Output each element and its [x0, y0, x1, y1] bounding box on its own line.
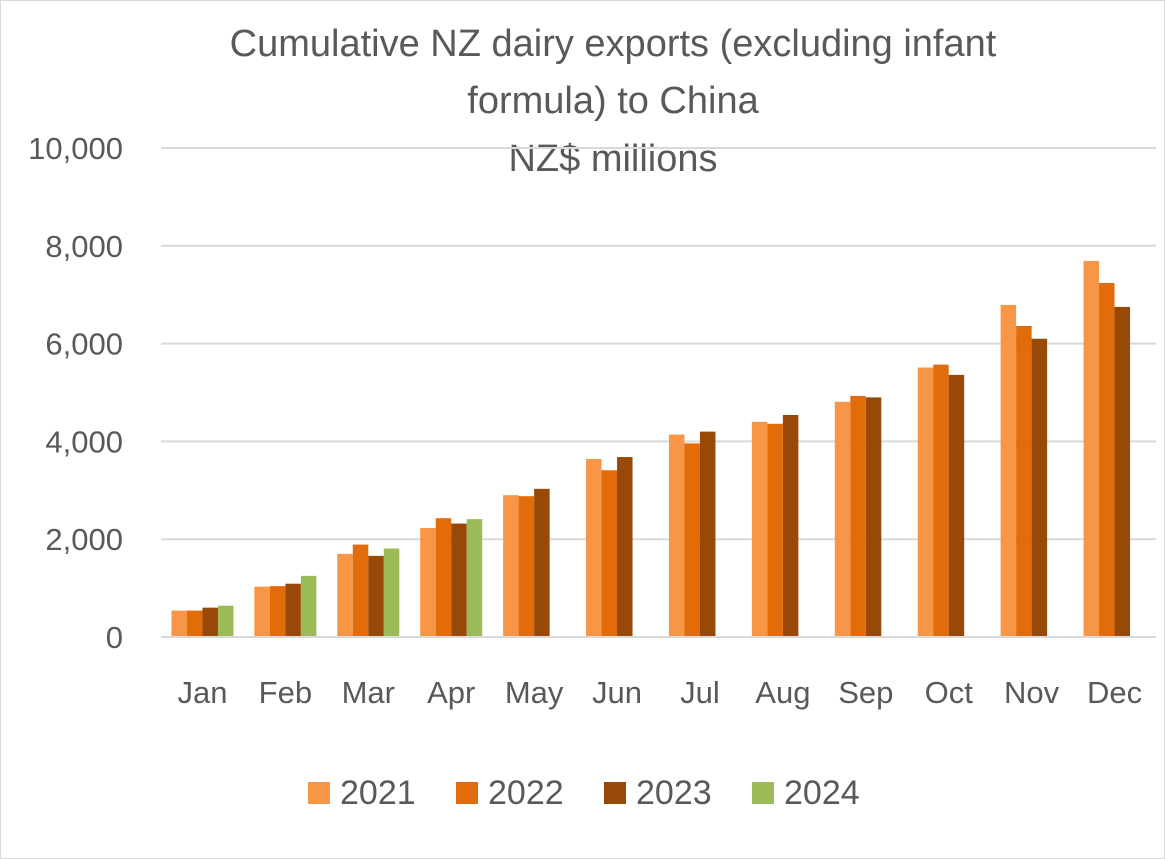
bar-2022-nov: [1016, 325, 1032, 637]
bar-2022-feb: [269, 586, 286, 637]
bar-2021-may: [503, 495, 519, 637]
x-category-label: Dec: [1087, 675, 1142, 710]
x-category-label: Jul: [680, 675, 720, 710]
chart-title-line-3: NZ$ millions: [508, 138, 717, 180]
bar-2021-jan: [171, 610, 187, 637]
legend-swatch-2023: [604, 782, 626, 804]
chart-title: Cumulative NZ dairy exports (excluding i…: [230, 23, 997, 180]
bar-2021-dec: [1083, 260, 1100, 637]
legend-swatch-2022: [456, 782, 478, 804]
y-tick-label: 2,000: [45, 522, 123, 557]
x-category-label: Aug: [755, 675, 810, 710]
y-tick-label: 8,000: [45, 229, 123, 264]
bar-2022-apr: [435, 518, 452, 637]
bar-2023-feb: [285, 583, 301, 637]
bar-2023-may: [534, 488, 550, 637]
bars: [171, 260, 1131, 637]
legend-label-2024: 2024: [784, 774, 860, 812]
x-axis-category-labels: Jan Feb Mar Apr May Jun Jul Aug Sep Oct Nov Dec: [177, 675, 1142, 710]
chart-title-line-1: Cumulative NZ dairy exports (excluding i…: [230, 23, 997, 65]
bar-2021-mar: [337, 553, 353, 637]
bar-2022-jan: [186, 610, 203, 637]
bar-2022-may: [518, 496, 535, 637]
x-category-label: Sep: [838, 675, 893, 710]
y-tick-label: 6,000: [45, 327, 123, 362]
bar-2023-oct: [948, 374, 965, 637]
bar-2024-feb: [300, 575, 317, 637]
chart-title-line-2: formula) to China: [467, 80, 759, 122]
bar-2021-aug: [751, 421, 768, 637]
bar-2022-jun: [601, 470, 618, 637]
bar-2021-apr: [420, 527, 436, 637]
bar-2024-mar: [383, 548, 400, 637]
bar-2023-aug: [782, 414, 799, 637]
bar-2023-dec: [1114, 306, 1131, 637]
x-category-label: Oct: [925, 675, 974, 710]
y-tick-label: 4,000: [45, 424, 123, 459]
legend-label-2021: 2021: [340, 774, 416, 812]
bar-2022-jul: [684, 443, 700, 637]
bar-2024-apr: [466, 519, 483, 637]
gridlines: [161, 147, 1156, 541]
y-tick-label: 10,000: [28, 131, 123, 166]
x-category-label: Nov: [1004, 675, 1060, 710]
bar-2022-dec: [1099, 282, 1115, 637]
bar-2021-feb: [254, 586, 270, 637]
bar-2022-sep: [850, 395, 866, 637]
y-tick-label: 0: [106, 620, 123, 655]
x-category-label: Feb: [259, 675, 312, 710]
bar-2023-mar: [368, 555, 384, 637]
y-axis-tick-labels: 0 2,000 4,000 6,000 8,000 10,000: [28, 131, 123, 655]
bar-2023-jan: [202, 607, 218, 637]
bar-2023-jun: [617, 457, 633, 637]
legend-swatch-2021: [308, 782, 330, 804]
bar-2023-jul: [699, 431, 716, 637]
x-category-label: Jun: [592, 675, 642, 710]
bar-2021-jun: [586, 459, 602, 637]
bar-2023-nov: [1031, 338, 1048, 637]
bar-2022-aug: [767, 423, 783, 637]
x-category-label: Jan: [177, 675, 227, 710]
bar-2021-jul: [668, 434, 685, 637]
x-category-label: Mar: [342, 675, 395, 710]
bar-2021-nov: [1000, 304, 1017, 637]
legend-label-2023: 2023: [636, 774, 712, 812]
x-category-label: Apr: [427, 675, 475, 710]
x-category-label: May: [505, 675, 564, 710]
bar-2024-jan: [217, 605, 234, 637]
legend: 2021 2022 2023 2024: [308, 774, 860, 812]
bar-2021-oct: [917, 367, 934, 637]
legend-swatch-2024: [752, 782, 774, 804]
bar-2022-oct: [933, 364, 949, 637]
bar-2023-sep: [865, 397, 882, 637]
bar-2023-apr: [451, 523, 467, 637]
bar-2022-mar: [352, 544, 369, 637]
bar-2021-sep: [834, 401, 851, 637]
legend-label-2022: 2022: [488, 774, 564, 812]
